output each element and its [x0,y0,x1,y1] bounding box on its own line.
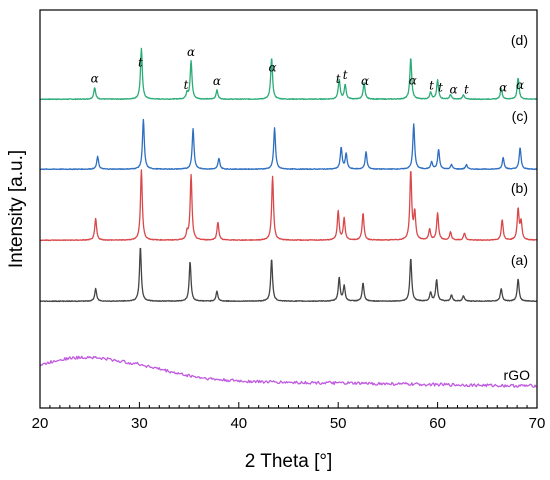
peak-annotation: t [429,79,434,93]
peak-annotation: α [409,74,417,88]
peak-annotation: α [269,61,277,75]
peak-annotation: t [343,68,348,82]
series-a-line [39,247,538,303]
peak-annotation: α [361,74,369,88]
peak-annotation: t [464,83,469,97]
curve-label-c: (c) [512,108,528,124]
x-tick-label: 40 [230,415,247,432]
series-layer [39,47,538,388]
curve-label-a: (a) [511,252,528,268]
y-axis-title: Intensity [a.u.] [6,150,27,268]
peak-annotation: α [516,78,524,92]
peak-annotation: t [138,56,143,70]
peak-annotation: α [449,83,457,97]
plot-frame [39,9,538,409]
x-tick-label: 50 [330,415,347,432]
curve-label-d: (d) [511,32,528,48]
curve-label-b: (b) [511,180,528,196]
x-axis-title: 2 Theta [°] [245,451,333,472]
peak-annotation: α [187,45,195,59]
x-tick-label: 60 [429,415,446,432]
x-tick-label: 20 [32,415,49,432]
x-tick-label: 30 [131,415,148,432]
x-tick-label: 70 [529,415,546,432]
peak-annotation: α [499,81,507,95]
peak-annotation: α [91,72,99,86]
series-rGO-line [39,355,537,388]
peak-annotation: t [184,78,189,92]
axis-ticks: 20 30 40 50 60 70 [32,402,546,432]
peak-annotation: t [336,72,341,86]
peak-annotation: α [213,74,221,88]
series-c-line [39,118,538,171]
series-d-line [39,47,538,101]
curve-label-rGO: rGO [504,367,531,383]
peak-annotation: t [438,81,443,95]
series-b-line [39,169,538,242]
curve-labels: (d) (c) (b) (a) rGO [504,32,531,383]
